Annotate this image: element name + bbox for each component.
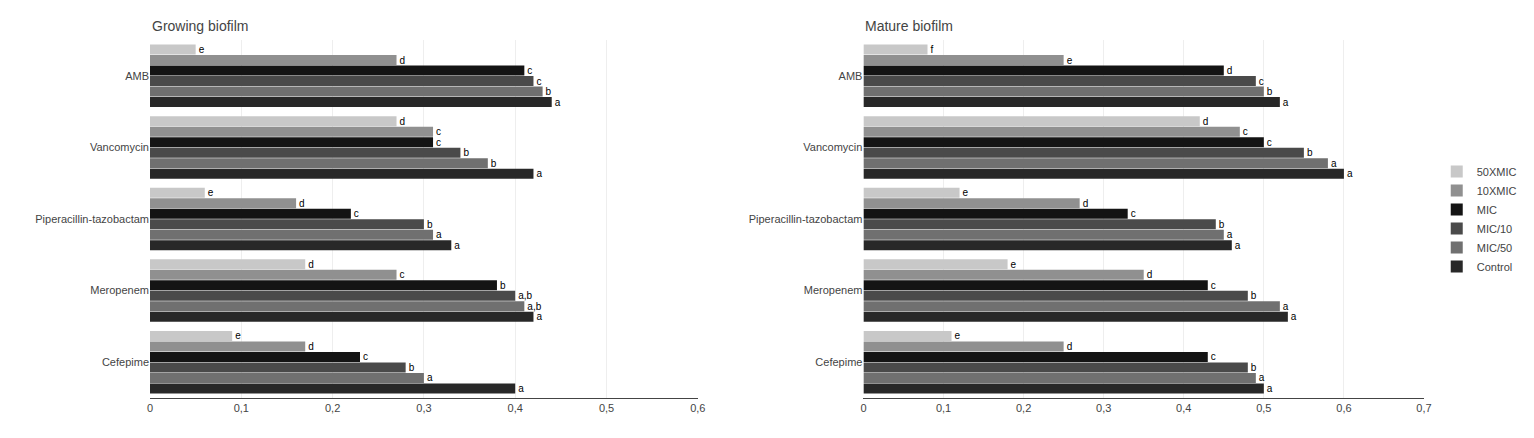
svg-text:AMB: AMB (839, 70, 863, 82)
svg-text:d: d (1083, 198, 1089, 209)
svg-text:a: a (518, 383, 524, 394)
svg-text:a,b: a,b (518, 290, 532, 301)
svg-text:0,2: 0,2 (1016, 402, 1031, 414)
svg-text:Cefepime: Cefepime (102, 356, 149, 368)
svg-text:0,6: 0,6 (1336, 402, 1351, 414)
svg-text:d: d (299, 198, 305, 209)
svg-text:0,6: 0,6 (690, 402, 705, 414)
svg-text:0,7: 0,7 (1416, 402, 1431, 414)
svg-text:c: c (1243, 126, 1248, 137)
svg-text:a: a (1283, 301, 1289, 312)
svg-text:0,5: 0,5 (599, 402, 614, 414)
svg-text:10XMIC: 10XMIC (1477, 185, 1517, 197)
svg-text:Meropenem: Meropenem (90, 284, 149, 296)
svg-text:c: c (354, 208, 359, 219)
svg-text:e: e (1067, 55, 1073, 66)
svg-text:e: e (208, 187, 214, 198)
svg-text:Meropenem: Meropenem (804, 284, 863, 296)
svg-text:0,1: 0,1 (936, 402, 951, 414)
svg-text:a,b: a,b (527, 301, 541, 312)
svg-text:a: a (555, 97, 561, 108)
svg-text:b: b (1219, 219, 1225, 230)
svg-text:e: e (955, 330, 961, 341)
svg-text:e: e (963, 187, 969, 198)
svg-text:AMB: AMB (125, 70, 149, 82)
svg-text:a: a (427, 372, 433, 383)
svg-text:e: e (199, 44, 205, 55)
svg-text:0,2: 0,2 (325, 402, 340, 414)
svg-text:b: b (1307, 147, 1313, 158)
svg-text:a: a (1235, 240, 1241, 251)
svg-text:Growing biofilm: Growing biofilm (152, 18, 248, 34)
svg-text:c: c (536, 76, 541, 87)
svg-text:MIC/10: MIC/10 (1477, 223, 1512, 235)
svg-text:c: c (363, 351, 368, 362)
svg-text:c: c (1211, 280, 1216, 291)
svg-text:d: d (400, 116, 406, 127)
svg-text:b: b (463, 147, 469, 158)
svg-text:c: c (436, 126, 441, 137)
svg-text:c: c (400, 269, 405, 280)
svg-text:d: d (400, 55, 406, 66)
svg-text:0,1: 0,1 (234, 402, 249, 414)
svg-text:a: a (1331, 158, 1337, 169)
svg-text:Vancomycin: Vancomycin (90, 141, 149, 153)
svg-text:0,3: 0,3 (1096, 402, 1111, 414)
svg-text:b: b (546, 86, 552, 97)
svg-text:c: c (1211, 351, 1216, 362)
svg-text:Mature biofilm: Mature biofilm (865, 18, 953, 34)
svg-text:0,5: 0,5 (1256, 402, 1271, 414)
svg-text:e: e (235, 330, 241, 341)
svg-text:d: d (1227, 65, 1233, 76)
svg-text:f: f (931, 44, 934, 55)
svg-text:b: b (1251, 290, 1257, 301)
svg-text:d: d (1203, 116, 1209, 127)
svg-text:a: a (536, 311, 542, 322)
svg-text:0,4: 0,4 (508, 402, 523, 414)
svg-text:c: c (1267, 137, 1272, 148)
svg-text:0,4: 0,4 (1176, 402, 1191, 414)
svg-text:d: d (1147, 269, 1153, 280)
svg-text:Control: Control (1477, 261, 1512, 273)
svg-text:b: b (427, 219, 433, 230)
svg-text:b: b (491, 158, 497, 169)
svg-text:a: a (454, 240, 460, 251)
svg-text:b: b (500, 280, 506, 291)
svg-text:e: e (1011, 259, 1017, 270)
svg-text:b: b (1251, 362, 1257, 373)
svg-text:a: a (1259, 372, 1265, 383)
svg-text:a: a (436, 229, 442, 240)
svg-text:d: d (1067, 341, 1073, 352)
svg-text:b: b (1267, 86, 1273, 97)
svg-text:0,3: 0,3 (416, 402, 431, 414)
svg-text:a: a (1227, 229, 1233, 240)
svg-text:Vancomycin: Vancomycin (803, 141, 862, 153)
svg-text:0: 0 (147, 402, 153, 414)
svg-text:a: a (1347, 168, 1353, 179)
svg-text:c: c (1131, 208, 1136, 219)
svg-text:Piperacillin-tazobactam: Piperacillin-tazobactam (35, 213, 149, 225)
svg-text:a: a (1283, 97, 1289, 108)
svg-text:a: a (1267, 383, 1273, 394)
svg-text:c: c (436, 137, 441, 148)
svg-text:c: c (527, 65, 532, 76)
svg-text:b: b (409, 362, 415, 373)
svg-text:Cefepime: Cefepime (815, 356, 862, 368)
svg-text:MIC/50: MIC/50 (1477, 242, 1512, 254)
svg-text:Piperacillin-tazobactam: Piperacillin-tazobactam (749, 213, 863, 225)
svg-text:0: 0 (860, 402, 866, 414)
svg-text:a: a (1291, 311, 1297, 322)
svg-text:c: c (1259, 76, 1264, 87)
svg-text:MIC: MIC (1477, 204, 1497, 216)
svg-text:d: d (308, 341, 314, 352)
svg-text:50XMIC: 50XMIC (1477, 166, 1517, 178)
svg-text:a: a (536, 168, 542, 179)
svg-text:d: d (308, 259, 314, 270)
